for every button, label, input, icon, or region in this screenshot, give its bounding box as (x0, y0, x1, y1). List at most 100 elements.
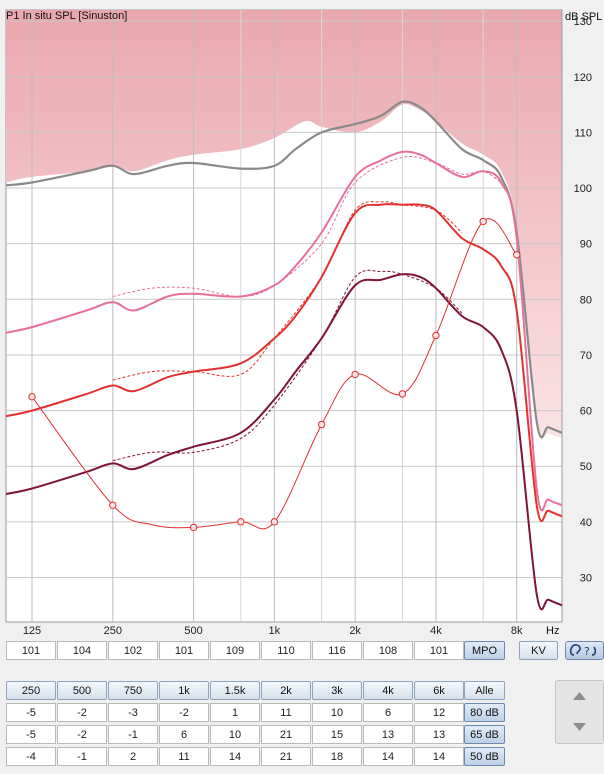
chart-svg: 30 40 50 60 70 80 90 100 110 120 130 125 250 500 1k 2k 4… (5, 9, 592, 637)
target-65dB-line (112, 201, 463, 381)
threshold-point (109, 501, 117, 509)
target-50dB-line (112, 269, 463, 462)
gain-cell[interactable]: -2 (57, 725, 107, 744)
gain-cell[interactable]: -3 (108, 703, 158, 722)
gain-cell[interactable]: 14 (414, 747, 464, 766)
gain-cell[interactable]: 21 (261, 725, 311, 744)
gain-cell[interactable]: 6 (159, 725, 209, 744)
threshold-point (479, 217, 487, 226)
triangle-up-icon (573, 692, 586, 700)
gain-cell[interactable]: -5 (6, 703, 56, 722)
gain-cell[interactable]: 1 (210, 703, 260, 722)
mpo-value-cell: 108 (363, 641, 413, 660)
mpo-value-cell: 101 (159, 641, 209, 660)
mpo-value-cell: 102 (108, 641, 158, 660)
gain-cell[interactable]: 13 (414, 725, 464, 744)
triangle-down-icon (573, 723, 586, 731)
ear-question-icon: ? (569, 644, 597, 658)
mpo-value-cell: 110 (261, 641, 311, 660)
mpo-value-cell: 101 (414, 641, 464, 660)
output-65dB-line (5, 203, 563, 523)
gain-cell[interactable]: 14 (363, 747, 413, 766)
y-tick-label: 120 (574, 72, 592, 84)
mpo-button[interactable]: MPO (464, 641, 505, 660)
gain-cell[interactable]: -2 (57, 703, 107, 722)
gain-cell[interactable]: -5 (6, 725, 56, 744)
y-tick-label: 60 (580, 406, 592, 418)
level-up-button[interactable] (556, 681, 603, 712)
threshold-point (28, 392, 36, 401)
gain-cell[interactable]: 10 (210, 725, 260, 744)
threshold-point (351, 370, 359, 379)
gain-cell[interactable]: -1 (57, 747, 107, 766)
gain-header-button[interactable]: 3k (312, 681, 362, 700)
mpo-value-cell: 109 (210, 641, 260, 660)
gain-cell[interactable]: 10 (312, 703, 362, 722)
level-row-button[interactable]: 50 dB (464, 747, 505, 766)
y-tick-label: 90 (580, 239, 592, 251)
y-tick-label: 100 (574, 183, 592, 195)
gain-header-button[interactable]: 750 (108, 681, 158, 700)
uncomfortable-area (6, 10, 562, 440)
gain-cell[interactable]: 6 (363, 703, 413, 722)
gain-cell[interactable]: 11 (261, 703, 311, 722)
mpo-value-cell: 104 (57, 641, 107, 660)
y-tick-label: 50 (580, 461, 592, 473)
gain-cell[interactable]: -1 (108, 725, 158, 744)
gain-header-button[interactable]: 6k (414, 681, 464, 700)
y-tick-label: 80 (580, 294, 592, 306)
chart-title: P1 In situ SPL [Sinuston] (6, 10, 128, 22)
gain-header-button[interactable]: 1.5k (210, 681, 260, 700)
level-row-button[interactable]: 80 dB (464, 703, 505, 722)
gain-cell[interactable]: 13 (363, 725, 413, 744)
spl-chart: 30 40 50 60 70 80 90 100 110 120 130 125 250 500 1k 2k 4… (5, 9, 603, 637)
gain-cell[interactable]: 18 (312, 747, 362, 766)
threshold-point (432, 331, 440, 340)
y-tick-label: 130 (574, 16, 592, 28)
gain-cell[interactable]: 12 (414, 703, 464, 722)
x-unit-label: Hz (546, 625, 560, 637)
threshold-point (317, 420, 326, 429)
level-stepper (555, 680, 604, 744)
mpo-value-cell: 116 (312, 641, 362, 660)
gain-cell[interactable]: -4 (6, 747, 56, 766)
y-tick-label: 40 (580, 517, 592, 529)
x-tick-label: 500 (184, 625, 202, 637)
x-tick-label: 1k (269, 625, 281, 637)
output-50dB-line (5, 273, 563, 611)
x-tick-label: 125 (23, 625, 41, 637)
gain-header-button[interactable]: 2k (261, 681, 311, 700)
y-tick-label: 70 (580, 350, 592, 362)
gain-cell[interactable]: 14 (210, 747, 260, 766)
target-80dB-line (112, 156, 502, 298)
gain-header-button[interactable]: 1k (159, 681, 209, 700)
gain-header-button[interactable]: 500 (57, 681, 107, 700)
y-unit-label: dB SPL (565, 11, 603, 23)
x-tick-label: 8k (511, 625, 523, 637)
svg-text:?: ? (584, 645, 590, 658)
level-row-button[interactable]: 65 dB (464, 725, 505, 744)
x-tick-label: 250 (104, 625, 122, 637)
threshold-point (270, 518, 279, 526)
gain-header-button[interactable]: 4k (363, 681, 413, 700)
gain-cell[interactable]: 11 (159, 747, 209, 766)
kv-button[interactable]: KV (519, 641, 558, 660)
y-tick-label: 30 (580, 572, 592, 584)
gain-cell[interactable]: -2 (159, 703, 209, 722)
gain-cell[interactable]: 2 (108, 747, 158, 766)
threshold-point (189, 523, 198, 532)
ear-button[interactable]: ? (565, 641, 604, 660)
gain-header-button[interactable]: 250 (6, 681, 56, 700)
output-80dB-line (5, 150, 563, 512)
y-tick-label: 110 (574, 127, 592, 139)
gain-cell[interactable]: 21 (261, 747, 311, 766)
threshold-point (398, 390, 407, 398)
threshold-point (513, 251, 521, 259)
mpo-value-cell: 101 (6, 641, 56, 660)
gain-cell[interactable]: 15 (312, 725, 362, 744)
level-down-button[interactable] (556, 712, 603, 743)
threshold-point (237, 518, 245, 526)
x-tick-label: 4k (430, 625, 442, 637)
threshold-line (31, 218, 518, 530)
all-button[interactable]: Alle (464, 681, 505, 700)
